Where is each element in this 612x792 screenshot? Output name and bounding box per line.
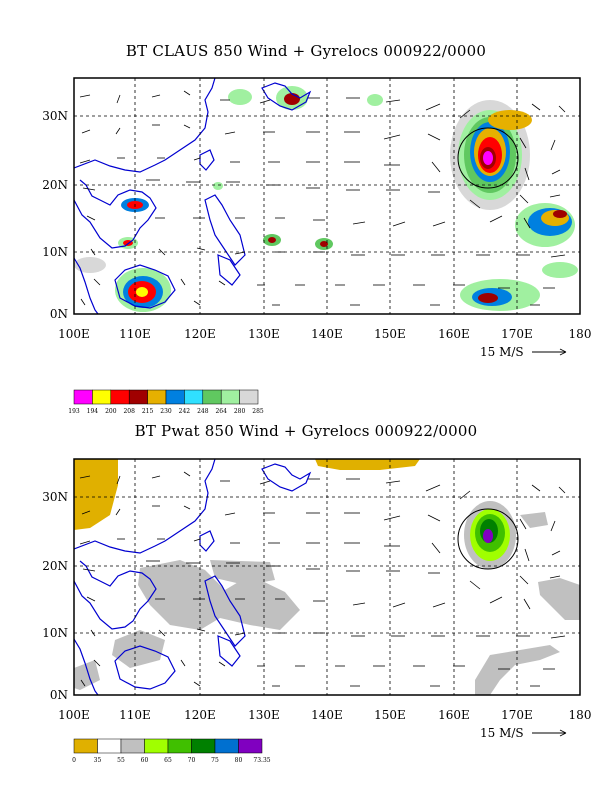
gyre-location-marker	[457, 508, 519, 570]
lon-label: 100E	[58, 327, 90, 341]
colorbar-label: 70	[188, 757, 196, 764]
lon-label: 130E	[248, 708, 280, 722]
panel1-grid	[74, 78, 580, 314]
lon-label: 110E	[119, 708, 151, 722]
panel2-colorbar: 0 35 55 60 65 70 75 80 73.35	[72, 738, 271, 764]
lat-label: 20N	[42, 559, 68, 573]
lon-label: 130E	[248, 327, 280, 341]
lat-label: 0N	[50, 307, 68, 321]
lon-label: 160E	[438, 708, 470, 722]
panel1-map	[73, 77, 581, 315]
colorbar-label: 55	[117, 757, 125, 764]
lon-label: 110E	[119, 327, 151, 341]
panel2-map	[73, 458, 581, 696]
panel2-grid	[74, 459, 580, 695]
panel1-title: BT CLAUS 850 Wind + Gyrelocs 000922/0000	[125, 42, 487, 60]
lon-label: 150E	[374, 708, 406, 722]
lat-label: 30N	[42, 109, 68, 123]
lon-label: 160E	[438, 327, 470, 341]
colorbar-label: 230	[160, 408, 172, 415]
panel2-title: BT Pwat 850 Wind + Gyrelocs 000922/0000	[134, 422, 478, 440]
panel1-axes: 30N 20N 10N 0N 100E 110E 120E 130E 140E …	[42, 109, 591, 341]
panel2-frame	[73, 458, 581, 696]
colorbar-label: 208	[123, 408, 135, 415]
lon-label: 120E	[184, 327, 216, 341]
lon-label: 100E	[58, 708, 90, 722]
lat-label: 20N	[42, 178, 68, 192]
lat-label: 10N	[42, 245, 68, 259]
panel2-shading	[74, 459, 580, 695]
panel2-wind-vectors	[79, 471, 566, 687]
lon-label: 180	[569, 327, 592, 341]
lat-label: 10N	[42, 626, 68, 640]
colorbar-label: 73.35	[253, 757, 270, 764]
colorbar-label: 215	[142, 408, 154, 415]
colorbar-label: 35	[94, 757, 102, 764]
panel1-colorbar: 193 194 200 208 215 230 242 248 264 280 …	[68, 389, 264, 415]
colorbar-label: 200	[105, 408, 117, 415]
panel1-shading	[74, 78, 578, 314]
lon-label: 140E	[311, 327, 343, 341]
coastline	[74, 78, 312, 314]
panel1-scale-arrow: 15 M/S	[480, 345, 567, 359]
colorbar-label: 75	[211, 757, 219, 764]
colorbar-label: 264	[215, 408, 227, 415]
colorbar-label: 60	[141, 757, 149, 764]
lon-label: 120E	[184, 708, 216, 722]
lon-label: 140E	[311, 708, 343, 722]
lon-label: 150E	[374, 327, 406, 341]
colorbar-label: 285	[252, 408, 264, 415]
moisture-regions	[74, 459, 580, 695]
cloud-regions	[74, 86, 578, 312]
colorbar-label: 0	[72, 757, 76, 764]
lon-label: 170E	[501, 327, 533, 341]
colorbar-label: 248	[197, 408, 209, 415]
lat-label: 0N	[50, 688, 68, 702]
scale-label: 15 M/S	[480, 726, 524, 740]
colorbar-label: 65	[164, 757, 172, 764]
panel2-scale-arrow: 15 M/S	[480, 726, 567, 740]
colorbar-label: 193	[68, 408, 80, 415]
lat-label: 30N	[42, 490, 68, 504]
gyre-location-marker	[457, 127, 519, 189]
colorbar-label: 242	[179, 408, 191, 415]
scale-label: 15 M/S	[480, 345, 524, 359]
lon-label: 180	[569, 708, 592, 722]
panel1-frame	[73, 77, 581, 315]
colorbar-label: 280	[234, 408, 246, 415]
lon-label: 170E	[501, 708, 533, 722]
panel2-axes: 30N 20N 10N 0N 100E 110E 120E 130E 140E …	[42, 490, 591, 722]
colorbar-label: 80	[235, 757, 243, 764]
panel1-wind-vectors	[79, 90, 566, 306]
colorbar-label: 194	[87, 408, 99, 415]
